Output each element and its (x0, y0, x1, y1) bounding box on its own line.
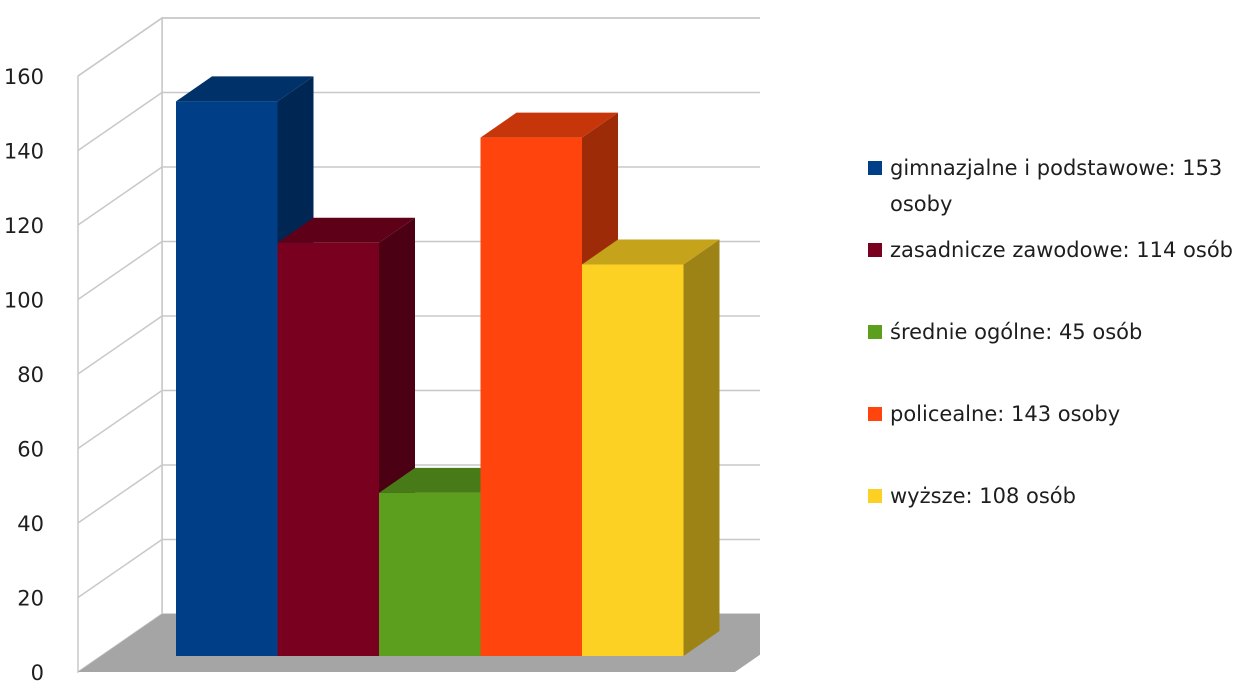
y-tick-label: 0 (31, 661, 44, 684)
y-axis-ticks: 0 20 40 60 80 100 120 140 160 (4, 65, 44, 684)
legend-swatch (868, 325, 882, 339)
legend-swatch (868, 243, 882, 257)
y-tick-label: 80 (17, 363, 44, 387)
bar (277, 217, 415, 656)
y-tick-label: 60 (17, 438, 44, 462)
legend-item: wyższe: 108 osób (868, 478, 1240, 560)
bar-top (582, 239, 720, 265)
gridline (77, 91, 760, 152)
bar (582, 239, 720, 656)
legend-item: gimnazjalne i podstawowe: 153 osoby (868, 150, 1240, 232)
y-tick-label: 100 (4, 289, 44, 313)
legend-swatch (868, 407, 882, 421)
y-tick-label: 160 (4, 65, 44, 89)
bar-chart: 0 20 40 60 80 100 120 140 160 (4, 16, 760, 684)
legend-label: policealne: 143 osoby (890, 402, 1121, 426)
bar-side (683, 239, 720, 656)
chart-bars (176, 76, 720, 656)
y-tick-label: 120 (4, 214, 44, 238)
legend-label: wyższe: 108 osób (890, 484, 1076, 508)
legend-item: zasadnicze zawodowe: 114 osób (868, 232, 1240, 314)
y-tick-label: 140 (4, 140, 44, 164)
bar-front (379, 492, 481, 656)
bar-front (176, 101, 278, 656)
bar-front (480, 137, 582, 656)
legend-label: średnie ogólne: 45 osób (890, 320, 1143, 344)
bar-top (480, 112, 618, 138)
bar-top (176, 76, 314, 102)
legend-label: zasadnicze zawodowe: 114 osób (890, 238, 1234, 262)
bar-front (582, 264, 684, 656)
chart-legend: gimnazjalne i podstawowe: 153 osoby zasad… (868, 150, 1240, 560)
bar-top (277, 217, 415, 243)
legend-item: policealne: 143 osoby (868, 396, 1240, 478)
legend-label: gimnazjalne i podstawowe: 153 osoby (890, 156, 1223, 216)
y-tick-label: 40 (17, 512, 44, 536)
legend-swatch (868, 161, 882, 175)
gridline (77, 17, 760, 77)
legend-swatch (868, 489, 882, 503)
legend-item: średnie ogólne: 45 osób (868, 314, 1240, 396)
bar-front (277, 242, 379, 656)
y-tick-label: 20 (17, 587, 44, 611)
